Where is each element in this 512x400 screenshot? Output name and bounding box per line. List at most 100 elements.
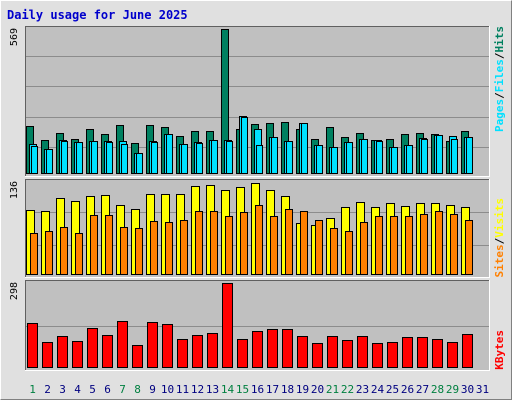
kbytes-bar [402,337,413,368]
pages-bar [76,142,83,174]
ytick-max-kbytes: 298 [9,282,20,300]
day-label: 27 [416,383,429,396]
sites-bar [345,231,353,275]
day-label: 26 [401,383,414,396]
sites-bar [45,231,53,275]
kbytes-bar [147,322,158,368]
pages-bar [286,141,293,174]
legend-files: Files [493,59,506,92]
pages-bar [166,134,173,174]
pages-bar [61,141,68,174]
legend-separator: / [493,237,506,244]
sites-bar [135,228,143,275]
kbytes-bar [117,321,128,368]
day-label: 14 [221,383,235,396]
pages-bar [136,153,143,174]
sites-bar [150,221,158,275]
pages-bar [331,147,338,174]
sites-bar [315,220,323,275]
pages-bar [196,143,203,174]
pages-bar [241,117,248,174]
pages-bar [91,141,98,174]
sites-bar [165,222,173,275]
sites-bar [270,216,278,275]
kbytes-bar [42,342,53,368]
ytick-max-hits: 569 [9,28,20,46]
day-label: 5 [89,383,96,396]
day-label: 31 [476,383,489,396]
day-label: 12 [191,383,204,396]
legend-sites: Sites [493,244,506,277]
day-label: 10 [161,383,174,396]
kbytes-bar [372,343,383,368]
pages-bar [151,142,158,174]
legend-kbytes: KBytes [493,330,506,370]
kbytes-bar [162,324,173,368]
sites-bar [30,233,38,275]
day-label: 30 [461,383,474,396]
kbytes-bar [282,329,293,368]
sites-bar [75,233,83,275]
kbytes-bar [462,334,473,368]
day-label: 24 [371,383,385,396]
day-label: 17 [266,383,279,396]
day-label: 7 [119,383,126,396]
pages-bar [301,123,308,174]
kbytes-bar [297,336,308,368]
sites-bar [255,205,263,275]
day-label: 20 [311,383,324,396]
day-label: 29 [446,383,459,396]
kbytes-bar [447,342,458,368]
sites-bar [300,211,308,275]
day-label: 6 [104,383,111,396]
sites-bar [240,212,248,275]
sites-bar [120,227,128,275]
pages-bar [46,149,53,174]
kbytes-bar [207,333,218,368]
pages-bar [451,139,458,174]
sites-bar [330,228,338,275]
day-label: 1 [29,383,36,396]
legend-hits: Hits [493,26,506,53]
kbytes-bar [102,335,113,368]
day-label: 8 [134,383,141,396]
pages-bar [346,142,353,174]
sites-bar [90,215,98,275]
kbytes-bar [72,341,83,368]
sites-bar [105,215,113,275]
kbytes-bar [252,331,263,368]
sites-bar [195,211,203,275]
sites-bar [375,216,383,275]
pages-bar [316,145,323,174]
day-label: 11 [176,383,189,396]
legend-sites-visits: Sites/Visits [493,198,506,278]
pages-bar [421,139,428,174]
sites-bar [390,216,398,275]
sites-bar [465,220,473,275]
pages-bar [271,137,278,174]
legend-pages: Pages [493,99,506,132]
day-label: 22 [341,383,354,396]
legend-separator: / [493,52,506,59]
legend-kbytes: KBytes [493,330,506,370]
pages-bar [121,144,128,174]
pages-bar [106,142,113,174]
kbytes-bar [192,335,203,368]
kbytes-bar [342,340,353,368]
kbytes-bar [222,283,233,368]
day-label: 28 [431,383,444,396]
legend-pages-files-hits: Pages/Files/Hits [493,26,506,132]
day-label: 16 [251,383,264,396]
pages-bar [211,140,218,174]
day-label: 23 [356,383,369,396]
pages-bar [436,135,443,174]
kbytes-bar [57,336,68,368]
pages-bar [31,146,38,174]
day-label: 3 [59,383,66,396]
pages-bar [466,137,473,174]
kbytes-bar [417,337,428,368]
chart-title: Daily usage for June 2025 [7,8,188,22]
kbytes-bar [177,339,188,368]
ytick-max-visits: 136 [9,181,20,199]
sites-bar [285,209,293,275]
